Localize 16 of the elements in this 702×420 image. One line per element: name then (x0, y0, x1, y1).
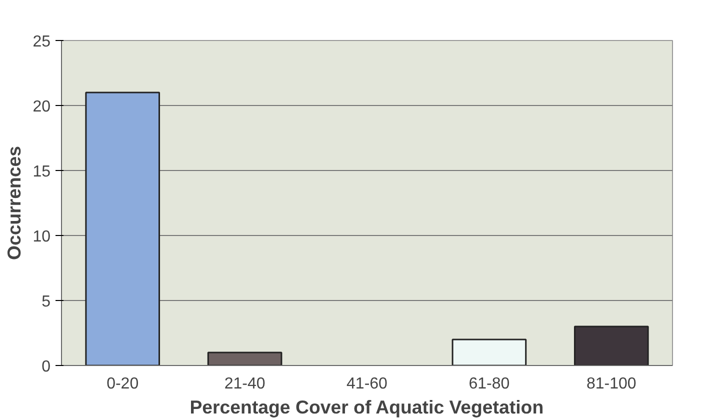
x-tick-label: 81-100 (586, 376, 636, 392)
y-tick-label: 10 (32, 228, 51, 246)
y-tick-label: 0 (42, 358, 51, 376)
y-tick-label: 20 (32, 98, 51, 116)
x-tick-label: 21-40 (224, 376, 266, 392)
x-tick-label: 41-60 (346, 376, 388, 392)
y-tick-label: 15 (32, 164, 51, 180)
bar (452, 338, 527, 366)
y-axis-title: Occurrences (4, 146, 25, 260)
bar (85, 92, 160, 366)
y-tick-label: 5 (42, 294, 51, 310)
x-tick-label: 0-20 (106, 376, 139, 392)
x-tick-label: 61-80 (468, 376, 510, 392)
x-axis-title: Percentage Cover of Aquatic Vegetation (190, 396, 544, 418)
y-tick-label: 25 (32, 34, 51, 50)
bar (574, 326, 649, 366)
